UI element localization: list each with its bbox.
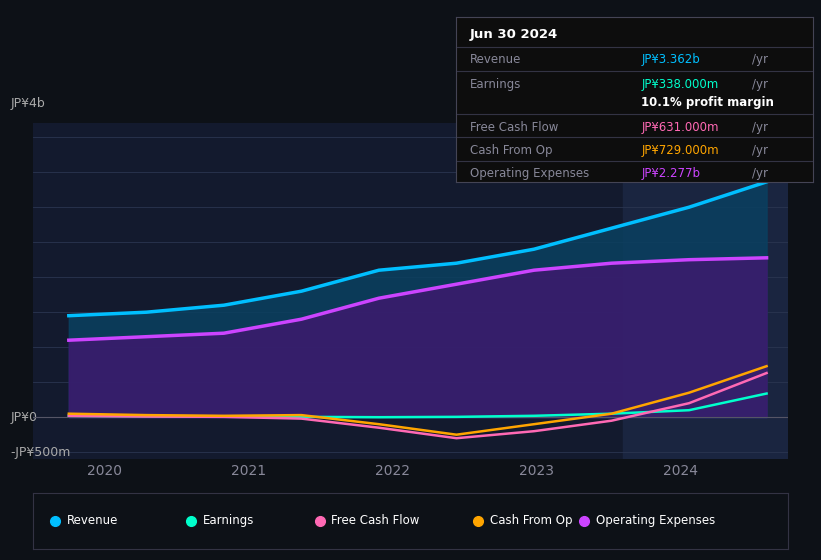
Text: Operating Expenses: Operating Expenses [595,514,715,528]
Text: Free Cash Flow: Free Cash Flow [331,514,420,528]
Text: /yr: /yr [752,167,768,180]
Text: 10.1% profit margin: 10.1% profit margin [641,96,774,109]
Text: /yr: /yr [752,78,768,91]
Text: -JP¥500m: -JP¥500m [10,446,71,459]
Text: Jun 30 2024: Jun 30 2024 [470,29,558,41]
Text: Free Cash Flow: Free Cash Flow [470,121,558,134]
Text: JP¥2.277b: JP¥2.277b [641,167,700,180]
Text: /yr: /yr [752,121,768,134]
Text: JP¥3.362b: JP¥3.362b [641,53,700,66]
Text: Operating Expenses: Operating Expenses [470,167,589,180]
Text: /yr: /yr [752,53,768,66]
Text: Revenue: Revenue [470,53,521,66]
Text: Earnings: Earnings [203,514,255,528]
Text: JP¥729.000m: JP¥729.000m [641,144,719,157]
Text: JP¥0: JP¥0 [10,410,37,424]
Text: JP¥338.000m: JP¥338.000m [641,78,718,91]
Bar [622,123,788,459]
Text: Revenue: Revenue [67,514,118,528]
Text: Earnings: Earnings [470,78,521,91]
Text: JP¥4b: JP¥4b [10,97,45,110]
Text: JP¥631.000m: JP¥631.000m [641,121,719,134]
Text: Cash From Op: Cash From Op [490,514,572,528]
Text: Cash From Op: Cash From Op [470,144,553,157]
Text: /yr: /yr [752,144,768,157]
